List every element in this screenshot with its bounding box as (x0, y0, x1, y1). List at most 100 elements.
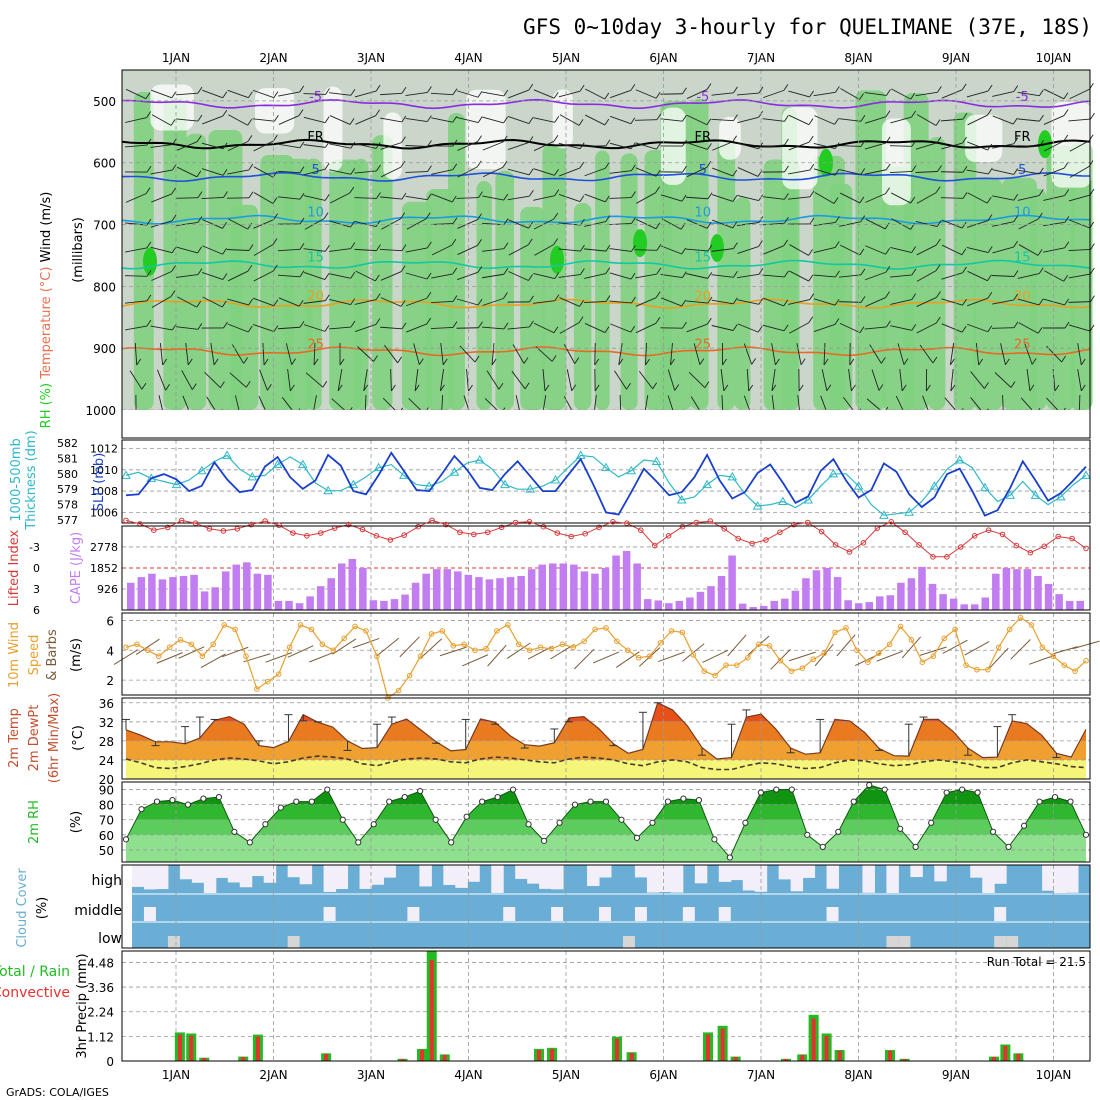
wind-speed-point (723, 662, 729, 668)
wind-barb-flag (375, 109, 380, 116)
wind-barb-flag (503, 292, 508, 299)
wind-barb (380, 117, 402, 123)
cloud-clear-high (132, 865, 145, 887)
cape-bar (422, 573, 430, 610)
wind-barb (610, 323, 631, 333)
wind-barb-flag (656, 244, 662, 251)
wind-barb (558, 193, 581, 203)
thickness-point (601, 462, 611, 472)
wind-barb (354, 299, 377, 305)
thickness-point (727, 471, 738, 481)
wind-barb (176, 118, 198, 122)
wind10-barb (439, 646, 467, 657)
cape-bar (949, 598, 958, 610)
wind-barb-flag (962, 298, 967, 306)
cloud-clear-high (1054, 865, 1067, 893)
wind-barb-flag (349, 118, 355, 125)
wind-barb-flag (978, 358, 984, 366)
cape-bar (253, 573, 262, 610)
wind-barb-flag (273, 213, 278, 220)
wind-barb-flag (937, 165, 942, 172)
wind-barb (737, 273, 759, 279)
wind-barb (337, 369, 343, 391)
wind-barb-flag (706, 118, 712, 126)
wind-speed-point (199, 653, 206, 660)
wind-speed-point (221, 622, 227, 628)
wind-barb-flag (706, 83, 712, 90)
lifted-index-point (471, 531, 477, 538)
cape-bar (506, 577, 515, 610)
lifted-index-point (596, 524, 602, 531)
wind-barb (889, 171, 913, 173)
wind-barb (202, 219, 223, 229)
rh-point (912, 843, 919, 851)
wind-barb (813, 142, 836, 150)
wind-barb (181, 370, 193, 390)
wind-barb (583, 301, 607, 303)
wind-barb-flag (1005, 358, 1010, 365)
wind-barb (507, 326, 530, 330)
wind-barb (789, 244, 809, 256)
wind-barb-flag (733, 242, 738, 249)
wind-barb (1043, 140, 1065, 152)
wind-barb (277, 326, 301, 330)
date-tick-top: 9JAN (942, 51, 970, 65)
wind-barb (584, 193, 606, 203)
wind-barb-flag (503, 322, 509, 330)
wind-speed-point (930, 653, 937, 660)
wind-barb-flag (375, 142, 381, 149)
wind-barb (813, 168, 836, 176)
wind-barb-flag (961, 248, 967, 256)
wind-barb-flag (932, 356, 938, 364)
pressure-tick: 500 (93, 95, 116, 109)
cloud-clear-high (982, 865, 995, 893)
wind-barb (303, 324, 326, 332)
cape-bar (707, 586, 715, 610)
precip-convective-label: Convective (0, 985, 70, 1001)
wind-barb-flag (1064, 321, 1070, 329)
wind-barb (609, 170, 632, 174)
rh-moist-area (1070, 142, 1093, 410)
wind-speed-point (734, 662, 740, 668)
date-tick-bottom: 9JAN (942, 1068, 970, 1082)
wind-barb-flag (758, 268, 764, 275)
rh-point (850, 798, 857, 805)
wind-speed-point (832, 629, 838, 636)
wind-barb (635, 273, 657, 279)
wind-barb (456, 90, 479, 98)
wind-barb-flag (655, 169, 661, 177)
wind-barb (966, 90, 989, 98)
wind-barb (507, 195, 530, 201)
rh-moist-area (542, 144, 567, 410)
wind-speed-point (123, 644, 129, 651)
cloud-clear-high (239, 865, 253, 888)
lifted-index-point (317, 530, 324, 536)
wind-barb (482, 166, 504, 178)
wind-barb (354, 248, 377, 252)
date-tick-top: 2JAN (259, 51, 287, 65)
wind-barb-flag (1064, 241, 1070, 249)
isotherm-label: 15 (695, 251, 712, 266)
wind-barb (303, 272, 326, 280)
rh-point (680, 795, 687, 802)
rh-moist-area (595, 150, 610, 410)
cloud-level-high: high (91, 873, 122, 889)
wind-barb-flag (834, 318, 840, 325)
rh-moist-area (690, 98, 709, 411)
wind-barb (566, 369, 573, 391)
wind-barb-flag (1038, 167, 1044, 175)
wind-speed-point (679, 629, 686, 636)
wind-speed-point (308, 626, 315, 633)
wind10-barb (135, 638, 160, 656)
wind-barb-flag (834, 142, 840, 149)
wind-barb-flag (860, 296, 866, 303)
wind-barb (967, 323, 988, 333)
wind-barb-flag (528, 189, 534, 197)
wind-barb-flag (553, 212, 559, 220)
wind-barb (125, 193, 147, 203)
wind-barb (711, 248, 734, 252)
wind-barb (584, 248, 606, 252)
wind-barb-flag (903, 358, 909, 365)
thickness-point (828, 468, 839, 478)
cape-bar (981, 597, 990, 610)
